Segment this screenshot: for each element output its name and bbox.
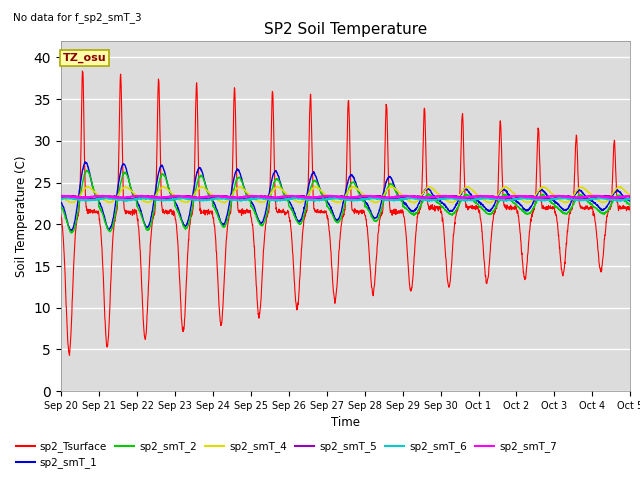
Line: sp2_smT_6: sp2_smT_6 [61, 198, 630, 201]
sp2_smT_1 [593, 202, 600, 208]
sp2_smT_7 [57, 193, 65, 199]
sp2_Tsurface [216, 318, 224, 324]
sp2_smT_7 [512, 193, 520, 199]
sp2_smT_1 [512, 198, 520, 204]
sp2_smT_6 [122, 198, 130, 204]
sp2_smT_4 [83, 183, 91, 189]
sp2_smT_1 [627, 199, 634, 204]
sp2_smT_5 [601, 193, 609, 199]
sp2_smT_4 [375, 198, 383, 204]
sp2_smT_4 [216, 198, 224, 204]
sp2_smT_2 [216, 219, 224, 225]
sp2_smT_6 [363, 196, 371, 202]
sp2_smT_7 [362, 193, 370, 199]
sp2_smT_6 [291, 195, 298, 201]
sp2_smT_7 [375, 194, 383, 200]
sp2_smT_6 [593, 196, 600, 202]
sp2_smT_6 [57, 196, 65, 202]
sp2_smT_5 [375, 194, 383, 200]
sp2_smT_7 [216, 193, 224, 199]
sp2_smT_1 [81, 159, 89, 165]
sp2_smT_7 [577, 194, 584, 200]
sp2_smT_1 [57, 200, 65, 205]
sp2_Tsurface [512, 205, 520, 211]
sp2_smT_5 [216, 194, 224, 200]
sp2_smT_1 [375, 209, 383, 215]
sp2_smT_1 [577, 188, 584, 193]
sp2_smT_7 [593, 193, 600, 199]
sp2_smT_4 [577, 184, 584, 190]
sp2_smT_2 [57, 204, 65, 209]
sp2_smT_5 [592, 195, 600, 201]
Y-axis label: Soil Temperature (C): Soil Temperature (C) [15, 155, 28, 277]
sp2_Tsurface [363, 223, 371, 228]
sp2_smT_4 [593, 196, 600, 202]
sp2_smT_6 [627, 196, 634, 202]
sp2_smT_2 [512, 201, 520, 206]
Line: sp2_smT_4: sp2_smT_4 [61, 186, 630, 203]
sp2_smT_2 [577, 192, 584, 198]
Line: sp2_smT_1: sp2_smT_1 [61, 162, 630, 231]
sp2_smT_4 [221, 200, 228, 206]
sp2_smT_5 [57, 195, 65, 201]
sp2_smT_2 [627, 203, 634, 208]
sp2_smT_2 [67, 230, 75, 236]
sp2_Tsurface [375, 222, 383, 228]
sp2_Tsurface [593, 228, 600, 234]
sp2_smT_6 [577, 198, 584, 204]
Text: No data for f_sp2_smT_3: No data for f_sp2_smT_3 [13, 12, 141, 23]
sp2_smT_6 [216, 196, 224, 202]
sp2_smT_5 [362, 195, 370, 201]
Text: TZ_osu: TZ_osu [63, 53, 106, 63]
Line: sp2_smT_5: sp2_smT_5 [61, 196, 630, 200]
sp2_smT_2 [83, 167, 91, 173]
sp2_Tsurface [627, 209, 634, 215]
sp2_smT_7 [627, 193, 634, 199]
X-axis label: Time: Time [331, 417, 360, 430]
Line: sp2_Tsurface: sp2_Tsurface [61, 71, 630, 355]
sp2_smT_4 [627, 194, 634, 200]
sp2_smT_4 [512, 192, 520, 198]
Line: sp2_smT_7: sp2_smT_7 [61, 195, 630, 198]
sp2_smT_4 [363, 195, 371, 201]
sp2_smT_2 [363, 205, 371, 211]
Legend: sp2_Tsurface, sp2_smT_1, sp2_smT_2, sp2_smT_4, sp2_smT_5, sp2_smT_6, sp2_smT_7: sp2_Tsurface, sp2_smT_1, sp2_smT_2, sp2_… [12, 437, 561, 472]
sp2_smT_1 [216, 217, 224, 223]
Title: SP2 Soil Temperature: SP2 Soil Temperature [264, 22, 428, 37]
sp2_smT_5 [577, 195, 584, 201]
sp2_smT_6 [375, 196, 383, 202]
sp2_Tsurface [57, 212, 65, 217]
sp2_smT_1 [67, 228, 75, 234]
sp2_smT_4 [57, 195, 65, 201]
sp2_Tsurface [79, 68, 86, 74]
sp2_Tsurface [577, 203, 584, 208]
sp2_smT_7 [99, 192, 107, 198]
sp2_smT_5 [627, 195, 634, 201]
sp2_smT_7 [458, 195, 466, 201]
sp2_smT_2 [375, 214, 383, 220]
sp2_smT_6 [512, 197, 520, 203]
sp2_smT_2 [593, 206, 600, 212]
Line: sp2_smT_2: sp2_smT_2 [61, 170, 630, 233]
sp2_smT_5 [511, 195, 519, 201]
sp2_Tsurface [66, 352, 74, 358]
sp2_smT_5 [203, 197, 211, 203]
sp2_smT_1 [363, 200, 371, 206]
